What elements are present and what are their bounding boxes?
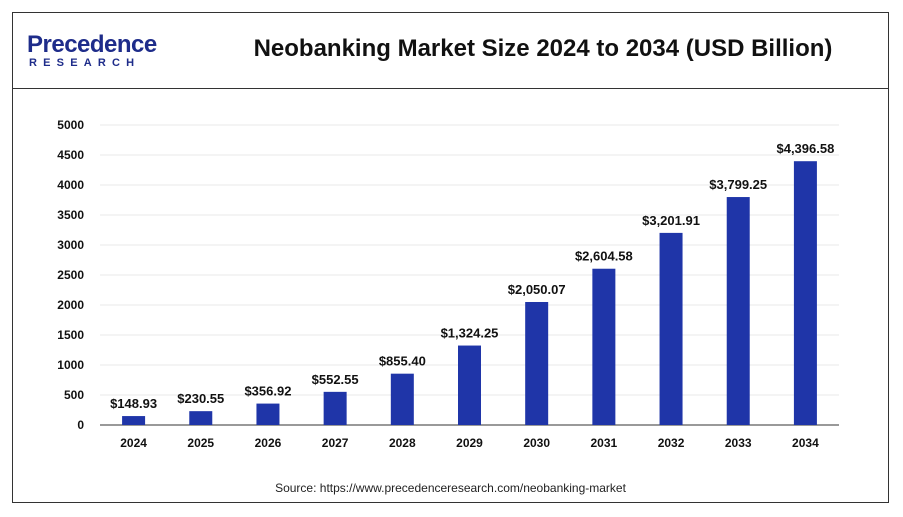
x-tick-label: 2030 [523,436,550,450]
precedence-research-logo: Precedence RESEARCH [27,31,177,76]
data-label: $2,050.07 [508,282,566,297]
data-label: $148.93 [110,396,157,411]
data-label: $3,201.91 [642,213,700,228]
y-tick-label: 1500 [57,328,84,342]
data-label: $552.55 [312,372,359,387]
bar [323,391,347,425]
y-tick-label: 2000 [57,298,84,312]
x-tick-label: 2032 [658,436,685,450]
bar [592,268,616,425]
x-tick-label: 2033 [725,436,752,450]
data-label: $3,799.25 [709,177,767,192]
data-label: $230.55 [177,391,224,406]
bar [122,416,146,425]
y-tick-label: 3000 [57,238,84,252]
chart-frame: Precedence RESEARCH Neobanking Market Si… [12,12,889,503]
y-tick-label: 4500 [57,148,84,162]
bar-chart: 0 500 1000 1500 2000 2500 3000 3500 4000 4500 5000… [57,118,839,450]
y-tick-label: 500 [64,388,84,402]
y-tick-label: 1000 [57,358,84,372]
bar [793,161,817,425]
data-label: $4,396.58 [776,141,834,156]
x-tick-label: 2034 [792,436,819,450]
bar [726,197,750,425]
x-tick-label: 2026 [255,436,282,450]
y-tick-label: 4000 [57,178,84,192]
x-tick-label: 2024 [120,436,147,450]
data-label: $2,604.58 [575,249,633,264]
data-label: $855.40 [379,354,426,369]
data-label: $356.92 [244,384,291,399]
logo-subtitle: RESEARCH [29,57,141,69]
y-tick-label: 3500 [57,208,84,222]
bar [256,403,280,425]
x-tick-label: 2028 [389,436,416,450]
source-note: Source: https://www.precedenceresearch.c… [275,481,626,495]
bar [458,345,481,425]
data-label: $1,324.25 [441,326,499,341]
bar [525,301,549,425]
bar [659,232,683,425]
x-tick-label: 2029 [456,436,483,450]
logo-wordmark: Precedence [27,31,157,58]
x-tick-label: 2025 [187,436,214,450]
bar [189,411,213,425]
x-tick-label: 2031 [591,436,618,450]
x-tick-label: 2027 [322,436,349,450]
chart-title: Neobanking Market Size 2024 to 2034 (USD… [253,35,833,62]
y-tick-label: 2500 [57,268,84,282]
chart-header: Precedence RESEARCH Neobanking Market Si… [13,13,888,89]
y-tick-label: 0 [77,418,84,432]
bar [390,373,414,425]
y-tick-label: 5000 [57,118,84,132]
